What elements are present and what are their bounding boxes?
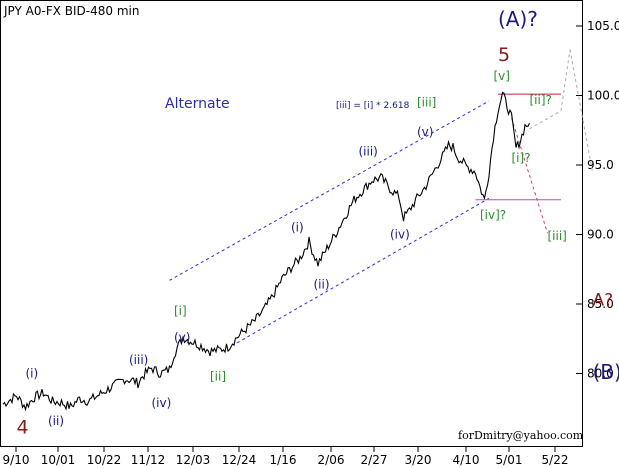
wave-label: (v): [417, 125, 433, 139]
wave-label: 4: [17, 416, 29, 438]
x-tick-label: 12/03: [176, 453, 211, 467]
price-series: [2, 91, 530, 412]
wave-label: 5: [498, 44, 510, 66]
x-tick-label: 9/10: [3, 453, 30, 467]
wave-label: [ii]: [210, 369, 226, 383]
y-tick-label: 85.0: [587, 297, 614, 311]
wave-label: (iv): [152, 396, 172, 410]
x-tick-label: 10/22: [87, 453, 122, 467]
y-tick-label: 80.0: [587, 367, 614, 381]
wave-label: [i]?: [512, 151, 531, 165]
x-tick-label: 4/10: [453, 453, 480, 467]
y-tick-label: 100.0: [587, 89, 619, 103]
chart-frame: [0, 0, 583, 447]
x-tick-label: 5/22: [542, 453, 569, 467]
projection-line: [560, 49, 571, 111]
wave-label: [iii] = [i] * 2.618: [336, 101, 410, 111]
projection-line: [529, 110, 562, 130]
wave-label: [i]: [174, 304, 187, 318]
wave-label: [iv]?: [480, 208, 506, 222]
wave-label: [v]: [494, 69, 510, 83]
x-tick-label: 1/16: [270, 453, 297, 467]
x-tick-label: 2/06: [318, 453, 345, 467]
wave-label: (iv): [390, 228, 410, 242]
wave-label: (v): [174, 331, 190, 345]
wave-label: Alternate: [165, 96, 230, 112]
wave-label: A?: [593, 290, 614, 310]
channel-line: [236, 197, 490, 344]
x-tick-label: 12/24: [222, 453, 257, 467]
wave-label: (iii): [129, 353, 148, 367]
y-tick-label: 90.0: [587, 228, 614, 242]
wave-label: (i): [291, 221, 304, 235]
chart-title: JPY A0-FX BID-480 min: [3, 4, 139, 18]
wave-label: (ii): [48, 414, 64, 428]
y-axis: 80.0 85.0 90.0 95.0 100.0 105.0: [576, 19, 619, 381]
wave-label: (i): [26, 367, 39, 381]
wave-annotations: Alternate [iii] = [i] * 2.618 (A)? 5 [v] [ii]…: [17, 7, 619, 438]
y-tick-label: 105.0: [587, 19, 619, 33]
wave-label: [ii]?: [530, 93, 552, 107]
watermark: forDmitry@yahoo.com: [458, 429, 584, 442]
wave-label: (ii): [314, 278, 330, 292]
channel-line: [169, 100, 490, 281]
wave-label: (B)?: [593, 360, 619, 384]
x-tick-label: 10/01: [41, 453, 76, 467]
y-tick-label: 95.0: [587, 158, 614, 172]
projection-line: [569, 49, 593, 173]
wave-label: [iii]: [417, 96, 436, 110]
price-line: [2, 91, 530, 412]
x-tick-label: 3/20: [405, 453, 432, 467]
x-tick-label: 5/01: [496, 453, 523, 467]
x-axis: 9/10 10/01 10/22 11/12 12/03 12/24 1/16 2/06 2/2…: [3, 446, 569, 467]
x-tick-label: 11/12: [131, 453, 166, 467]
wave-label: (iii): [359, 144, 378, 158]
wave-label: (A)?: [498, 7, 538, 31]
x-tick-label: 2/27: [361, 453, 388, 467]
guide-lines: [169, 49, 593, 344]
projection-line: [511, 117, 548, 234]
wave-label: [iii]: [548, 229, 567, 243]
